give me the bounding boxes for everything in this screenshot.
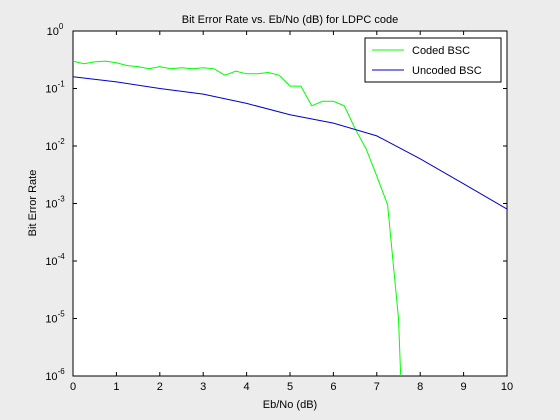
plot-area: [72, 30, 508, 377]
series-layer: [72, 60, 508, 377]
chart-title: Bit Error Rate vs. Eb/No (dB) for LDPC c…: [182, 14, 398, 26]
y-tick-label: 10-1: [45, 80, 65, 96]
y-tick-label: 10-3: [45, 195, 65, 211]
y-tick-exponent: -5: [58, 310, 66, 319]
series-line-0: [72, 60, 402, 377]
legend-label-uncoded: Uncoded BSC: [412, 65, 482, 77]
y-axis-label: Bit Error Rate: [27, 170, 39, 237]
x-tick-label: 10: [501, 381, 513, 393]
x-axis-ticks: 0 1 2 3 4 5 6 7 8 9 10: [70, 31, 513, 393]
x-tick-label: 4: [244, 381, 250, 393]
x-tick-label: 0: [70, 381, 76, 393]
legend-box: [364, 37, 502, 83]
x-tick-label: 1: [113, 381, 119, 393]
x-tick-label: 6: [330, 381, 336, 393]
y-tick-exponent: -2: [58, 137, 66, 146]
y-tick-exponent: -1: [58, 80, 66, 89]
y-tick-base: 10: [45, 371, 57, 383]
y-tick-label: 10-2: [45, 137, 65, 153]
x-tick-label: 2: [157, 381, 163, 393]
y-tick-exponent: -3: [58, 195, 66, 204]
x-tick-label: 5: [287, 381, 293, 393]
y-tick-label: 10-6: [45, 367, 65, 383]
x-tick-label: 9: [461, 381, 467, 393]
legend: Coded BSC Uncoded BSC: [364, 37, 502, 83]
legend-label-coded: Coded BSC: [412, 45, 470, 57]
x-tick-label: 3: [200, 381, 206, 393]
series-line-1: [72, 76, 508, 210]
y-tick-exponent: 0: [59, 22, 64, 31]
y-tick-label: 10-4: [45, 252, 65, 268]
y-tick-exponent: -6: [58, 367, 66, 376]
y-tick-label: 100: [47, 22, 64, 38]
x-tick-label: 8: [417, 381, 423, 393]
y-tick-base: 10: [45, 314, 57, 326]
y-tick-exponent: -4: [58, 252, 66, 261]
y-tick-label: 10-5: [45, 310, 65, 326]
x-tick-label: 7: [374, 381, 380, 393]
y-tick-base: 10: [45, 141, 57, 153]
x-axis-label: Eb/No (dB): [263, 399, 317, 411]
y-tick-base: 10: [45, 199, 57, 211]
y-tick-base: 10: [45, 256, 57, 268]
y-tick-base: 10: [45, 84, 57, 96]
y-tick-base: 10: [47, 26, 59, 38]
